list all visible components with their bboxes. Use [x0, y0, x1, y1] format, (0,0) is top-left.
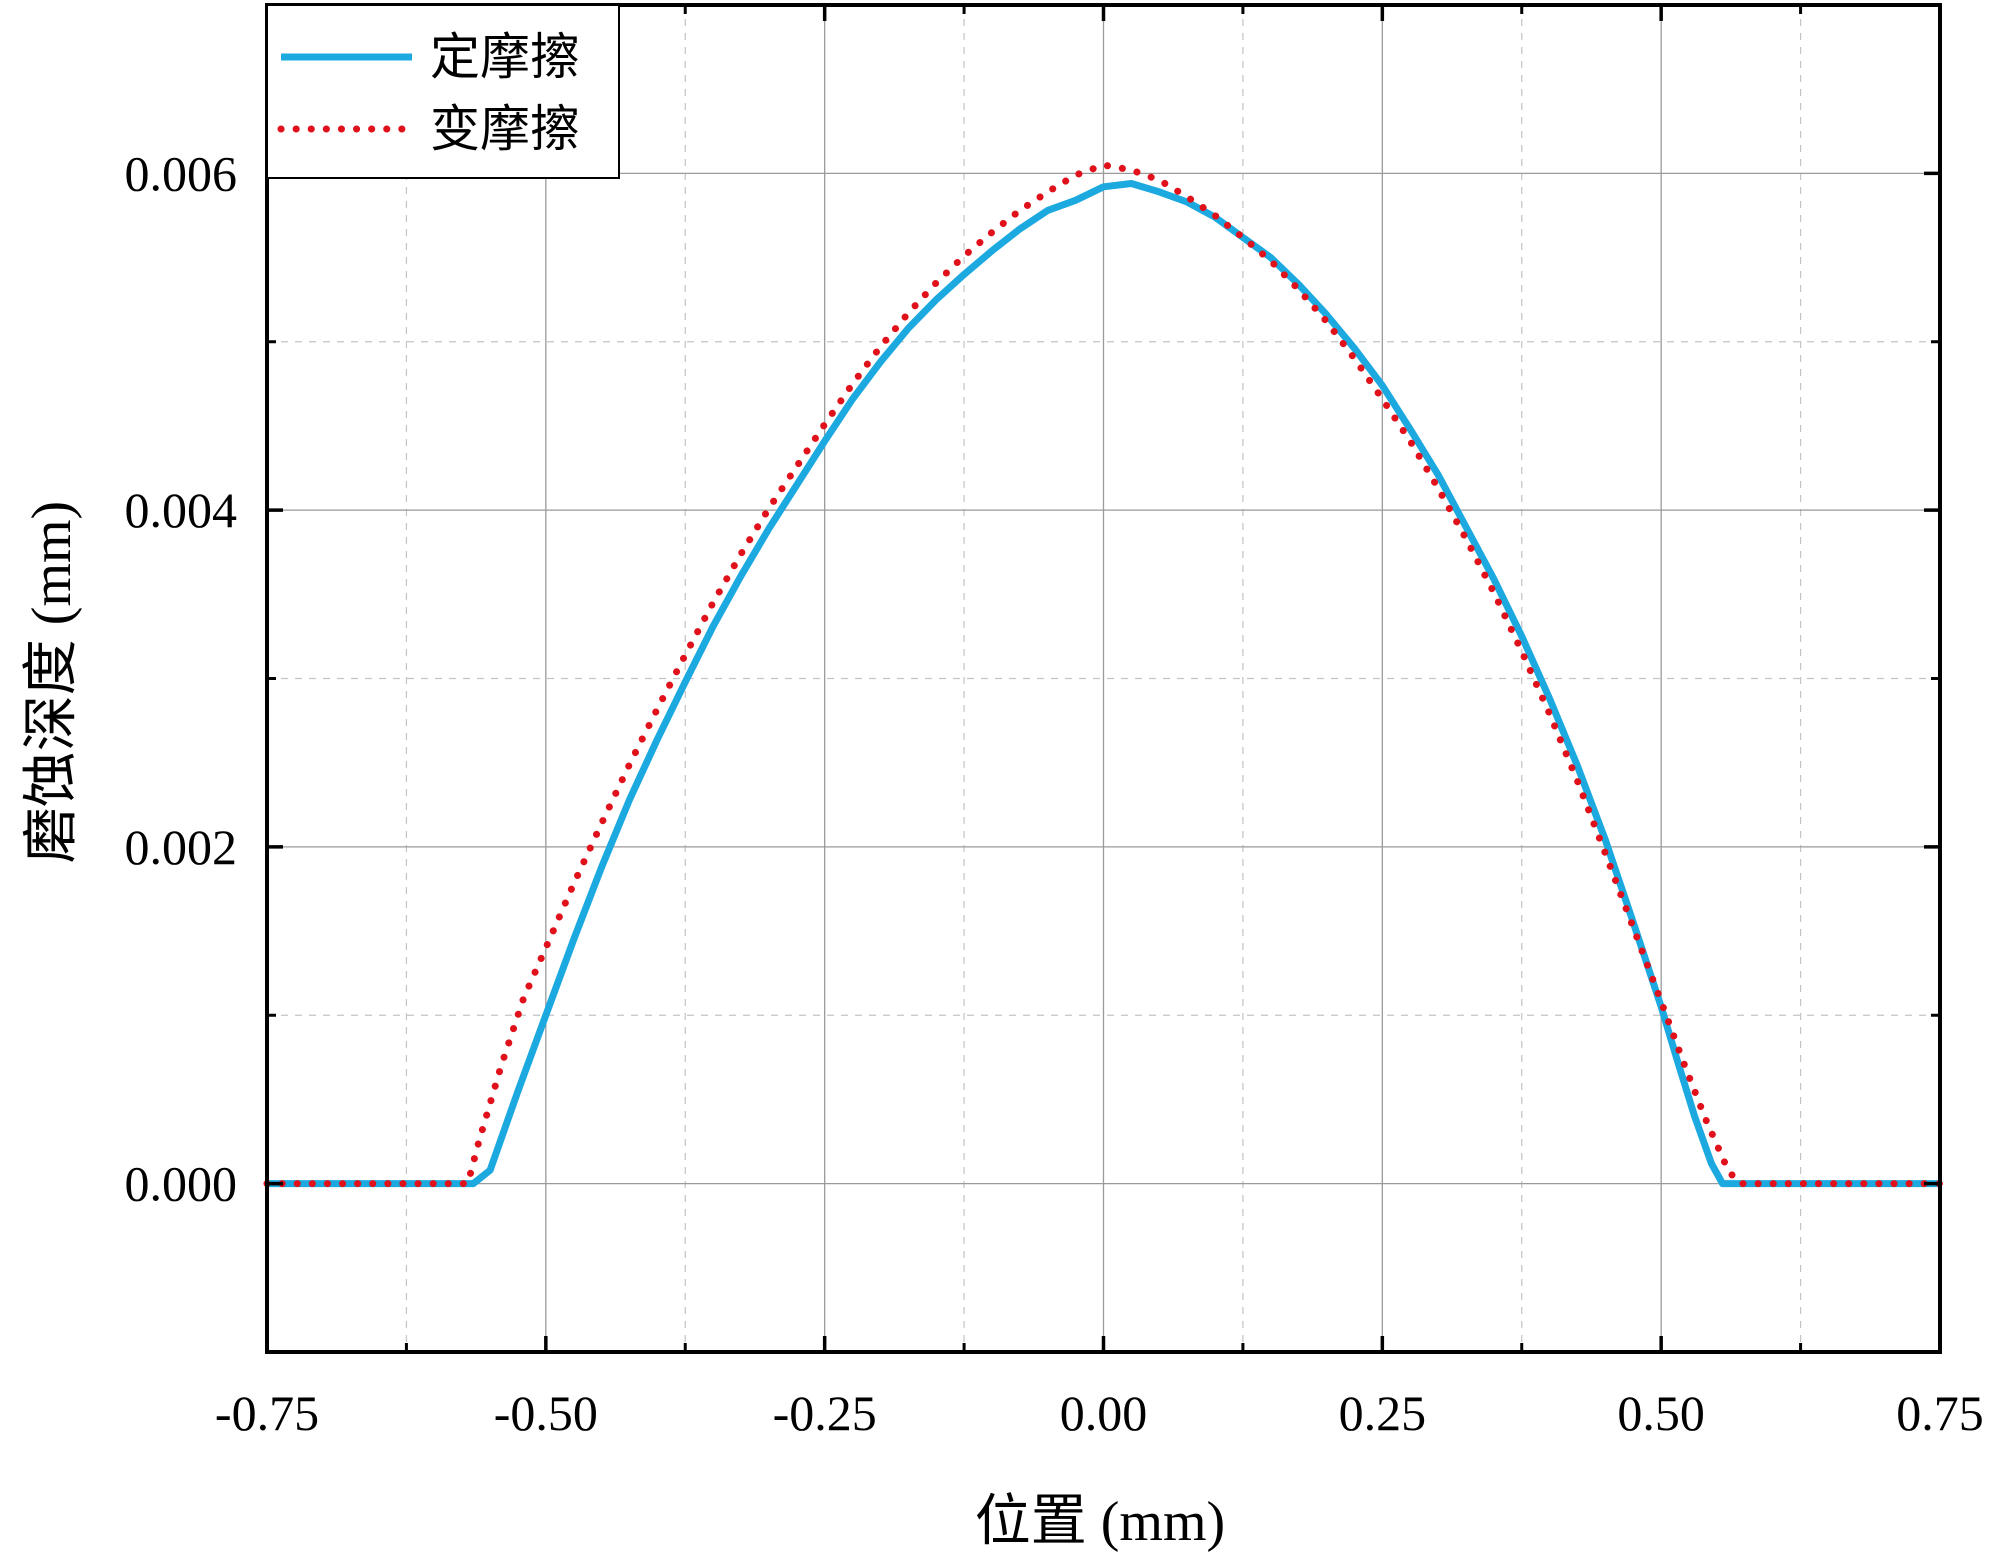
series-group	[263, 161, 1944, 1188]
grid	[267, 5, 1940, 1352]
x-tick-label: -0.50	[494, 1385, 598, 1441]
series-line-1	[267, 180, 1940, 1188]
x-tick-label: 0.75	[1896, 1385, 1984, 1441]
x-tick-label: -0.25	[773, 1385, 877, 1441]
legend-label-1: 定摩擦	[430, 29, 580, 85]
x-axis-title: 位置 (mm)	[975, 1491, 1225, 1553]
y-tick-label: 0.002	[125, 819, 238, 875]
x-tick-label: -0.75	[215, 1385, 319, 1441]
y-axis-title: 磨蚀深度 (mm)	[21, 501, 83, 863]
legend-box	[266, 4, 620, 179]
legend-label-2: 变摩擦	[430, 101, 580, 157]
y-tick-label: 0.006	[125, 145, 238, 201]
y-tick-label: 0.004	[125, 482, 238, 538]
x-tick-label: 0.50	[1617, 1385, 1705, 1441]
x-tick-label: 0.25	[1339, 1385, 1427, 1441]
tick-labels: -0.75 -0.50 -0.25 0.00 0.25 0.50 0.75 0.000 0.00…	[125, 145, 1984, 1441]
x-tick-label: 0.00	[1060, 1385, 1148, 1441]
y-tick-label: 0.000	[125, 1156, 238, 1212]
